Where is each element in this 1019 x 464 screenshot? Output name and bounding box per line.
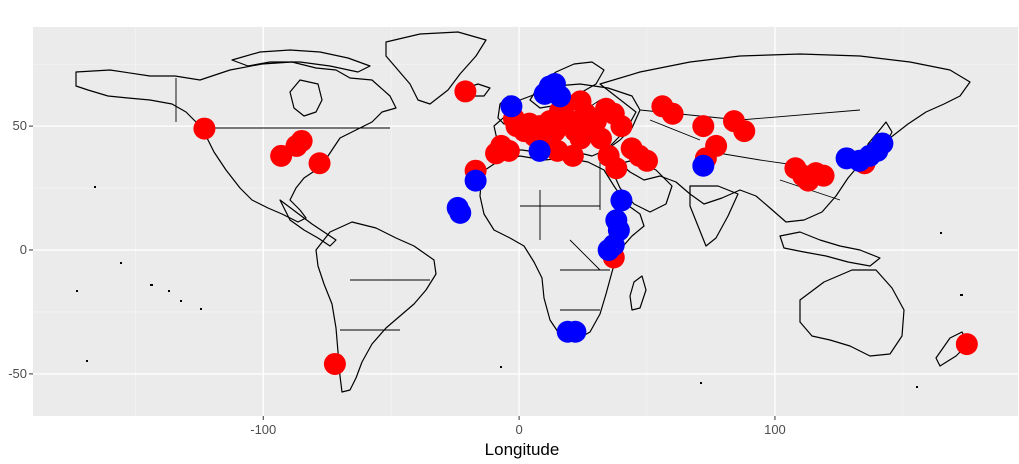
data-point [692,115,715,138]
data-point [871,132,894,155]
x-tick-label: -100 [250,422,276,437]
australia-outline [799,269,905,357]
x-tick-label: 100 [764,422,786,437]
data-point [605,157,628,180]
data-point [692,154,715,177]
data-point [564,320,587,343]
data-point [955,333,978,356]
data-point [610,115,633,138]
data-point [812,164,835,187]
y-tick-label: 50 [13,118,27,133]
data-point [661,102,684,125]
data-point [193,117,216,140]
hudson-bay-outline [289,79,323,117]
x-axis-ticks: -100 0 100 [250,416,786,437]
data-point [454,80,477,103]
southeast-asia-islands-outline [779,231,881,267]
data-point [733,120,756,143]
central-america-outline [279,199,337,247]
data-point [497,139,520,162]
data-point [449,201,472,224]
data-points [193,72,978,375]
madagascar-outline [629,275,647,311]
asia-outline [599,53,971,223]
data-point [589,127,612,150]
greenland-outline [385,31,487,105]
y-tick-label: 0 [20,242,27,257]
x-axis-title: Longitude [485,440,560,459]
data-point [561,144,584,167]
data-point [323,352,346,375]
panel-background [33,27,1018,416]
data-point [500,95,523,118]
data-point [464,169,487,192]
new-zealand-outline [935,331,969,367]
data-point [705,134,728,157]
india-outline [689,185,739,247]
data-point [610,189,633,212]
data-point [528,139,551,162]
data-point [290,129,313,152]
y-axis-ticks: -50 0 50 [8,118,33,381]
data-point [308,152,331,175]
south-america-outline [315,221,437,393]
data-point [549,85,572,108]
arctic-islands-outline [231,49,371,73]
country-outlines [75,31,971,393]
x-tick-label: 0 [515,422,522,437]
pacific-islands [76,186,963,388]
data-point [597,238,620,261]
y-tick-label: -50 [8,366,27,381]
data-point [636,149,659,172]
